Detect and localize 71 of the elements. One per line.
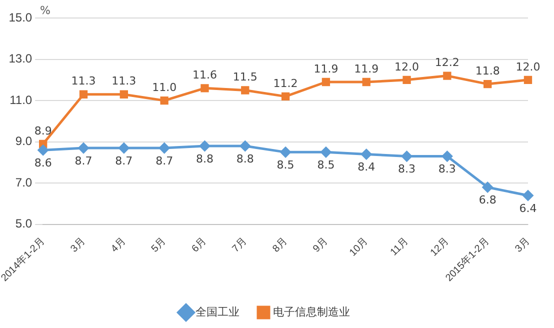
x-tick-label: 12月: [428, 236, 452, 259]
point: [482, 182, 493, 193]
data-label: 8.6: [34, 156, 52, 170]
data-label: 8.7: [156, 154, 174, 168]
y-tick-label: 5.0: [15, 216, 32, 231]
y-axis-title: %: [40, 4, 50, 17]
point: [443, 72, 452, 80]
x-tick-label: 4月: [109, 236, 128, 255]
point: [240, 140, 250, 152]
data-label: 11.9: [314, 62, 338, 76]
data-label: 11.0: [152, 80, 177, 94]
data-label: 8.5: [317, 158, 335, 172]
point: [484, 80, 492, 88]
y-tick-label: 11.0: [10, 92, 32, 107]
point: [442, 151, 452, 162]
data-label: 11.3: [112, 74, 136, 88]
point: [38, 144, 48, 156]
data-label: 8.8: [236, 152, 254, 166]
x-tick-label: 3月: [68, 236, 88, 255]
data-label: 8.3: [438, 162, 456, 176]
legend-label: 全国工业: [196, 306, 240, 319]
data-label: 8.4: [358, 160, 376, 174]
point: [524, 76, 532, 84]
point: [160, 96, 168, 105]
y-tick-label: 15.0: [8, 10, 32, 24]
point: [280, 146, 291, 158]
point: [322, 78, 330, 86]
point: [118, 142, 130, 154]
data-label: 11.9: [354, 62, 379, 76]
data-label: 11.3: [71, 74, 96, 88]
point: [361, 148, 372, 160]
point: [241, 86, 250, 94]
x-tick-label: 9月: [311, 236, 330, 255]
x-tick-label: 10月: [348, 236, 370, 259]
data-label: 11.5: [232, 70, 258, 84]
point: [199, 140, 210, 152]
point: [522, 190, 534, 201]
data-label: 8.3: [398, 162, 416, 176]
data-label: 12.0: [394, 60, 420, 74]
data-label: 8.7: [115, 154, 133, 168]
y-tick-label: 7.0: [15, 175, 32, 190]
data-label: 12.2: [434, 56, 460, 70]
point: [320, 146, 332, 158]
data-label: 11.2: [273, 76, 298, 90]
data-label: 12.0: [516, 60, 540, 74]
data-label: 8.9: [34, 124, 52, 138]
x-tick-label: 6月: [190, 236, 209, 255]
data-label: 11.6: [192, 68, 217, 82]
legend-label: 电子信息制造业: [273, 306, 350, 319]
y-tick-label: 13.0: [8, 52, 32, 66]
data-label: 8.5: [276, 158, 294, 172]
data-label: 11.8: [475, 64, 500, 78]
point: [362, 78, 370, 86]
point: [120, 90, 128, 98]
data-label: 6.8: [478, 194, 496, 207]
data-label: 8.8: [196, 152, 214, 166]
point: [159, 142, 170, 154]
x-tick-label: 11月: [388, 236, 411, 258]
y-tick-label: 9.0: [15, 134, 32, 148]
point: [402, 76, 411, 84]
point: [79, 90, 88, 98]
point: [200, 84, 209, 92]
point: [78, 142, 89, 154]
x-tick-label: 7月: [230, 236, 250, 255]
point: [402, 151, 412, 162]
data-label: 8.7: [74, 154, 92, 168]
x-tick-label: 8月: [270, 236, 290, 255]
data-label: 6.4: [519, 202, 537, 215]
x-tick-label: 3月: [513, 236, 532, 255]
x-tick-label: 5月: [150, 236, 168, 255]
point: [281, 92, 290, 101]
